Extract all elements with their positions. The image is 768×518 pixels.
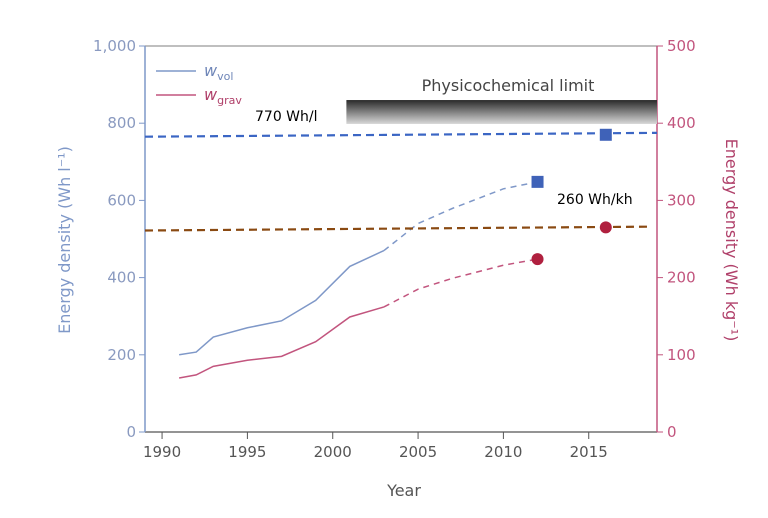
x-tick-label: 1995 bbox=[228, 443, 266, 461]
right-y-tick-label: 0 bbox=[667, 423, 677, 441]
right-y-tick-label: 400 bbox=[667, 114, 696, 132]
left-y-tick-label: 400 bbox=[107, 269, 136, 287]
legend: wvol wgrav bbox=[156, 61, 242, 107]
series-projection-w_vol bbox=[383, 181, 538, 252]
left-y-tick-label: 1,000 bbox=[93, 37, 136, 55]
chart-marks bbox=[144, 100, 658, 379]
marker-square bbox=[599, 128, 612, 141]
legend-label-grav: wgrav bbox=[204, 85, 242, 107]
right-axis-label: Energy density (Wh kg⁻¹) bbox=[722, 139, 741, 342]
marker-square bbox=[531, 175, 544, 188]
ref-line-label-vol: 770 Wh/l bbox=[255, 109, 318, 125]
series-projection-w_grav bbox=[383, 258, 538, 308]
right-y-tick-label: 300 bbox=[667, 191, 696, 209]
left-axis-label: Energy density (Wh l⁻¹) bbox=[55, 146, 74, 334]
marker-circle bbox=[531, 253, 544, 266]
reference-line-1 bbox=[144, 225, 652, 232]
x-axis-label: Year bbox=[386, 481, 421, 500]
marker-circle bbox=[599, 221, 612, 234]
annotation-band-label: Physicochemical limit bbox=[422, 76, 595, 95]
x-tick-label: 2005 bbox=[399, 443, 437, 461]
right-y-tick-label: 500 bbox=[667, 37, 696, 55]
x-tick-label: 2010 bbox=[484, 443, 522, 461]
left-y-tick-label: 600 bbox=[107, 191, 136, 209]
legend-label-vol: wvol bbox=[204, 61, 233, 83]
series-line-w_grav bbox=[178, 306, 385, 379]
left-y-tick-label: 800 bbox=[107, 114, 136, 132]
x-tick-label: 1990 bbox=[143, 443, 181, 461]
reference-line-0 bbox=[144, 131, 658, 138]
physicochemical-limit-band bbox=[346, 100, 657, 124]
x-tick-label: 2015 bbox=[570, 443, 608, 461]
right-y-tick-label: 100 bbox=[667, 346, 696, 364]
left-y-tick-label: 0 bbox=[126, 423, 136, 441]
left-y-tick-label: 200 bbox=[107, 346, 136, 364]
series-line-w_vol bbox=[179, 249, 385, 356]
x-tick-label: 2000 bbox=[314, 443, 352, 461]
right-y-tick-label: 200 bbox=[667, 269, 696, 287]
ref-line-label-grav: 260 Wh/kh bbox=[557, 192, 633, 208]
axes: 1990 1995 2000 2005 2010 201502004006008001,0… bbox=[93, 37, 696, 461]
